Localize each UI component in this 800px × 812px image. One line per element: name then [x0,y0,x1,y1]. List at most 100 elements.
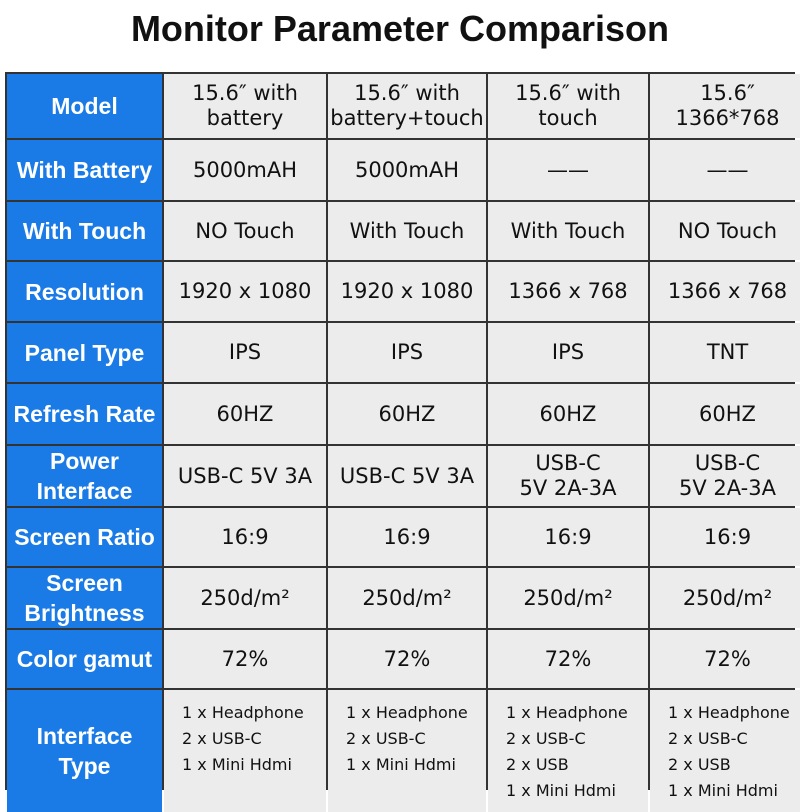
table-cell: 60HZ [164,384,326,444]
table-cell: 72% [328,630,486,688]
cell-line: 1366*768 [675,106,780,130]
table-cell: 15.6″ with touch [488,74,648,138]
cell-line: 1 x Mini Hdmi [506,781,616,800]
table-cell: 16:9 [650,508,800,566]
table-cell: 1366 x 768 [650,262,800,321]
table-cell: 60HZ [328,384,486,444]
cell-line: 1 x Headphone [182,703,304,722]
cell-line: 15.6″ [700,81,755,105]
label-line: Screen Ratio [14,524,155,550]
cell-line: NO Touch [195,218,295,243]
cell-line: 5V 2A-3A [679,476,776,500]
table-cell: 72% [488,630,648,688]
table-cell: TNT [650,323,800,382]
table-cell: 60HZ [650,384,800,444]
cell-line: 15.6″ with [354,81,460,105]
cell-line: 60HZ [539,401,597,426]
cell-line: 72% [221,646,269,671]
cell-line: 2 x USB [668,755,731,774]
cell-line: 250d/m² [200,585,290,610]
comparison-table: Model 15.6″ with battery 15.6″ with battery+… [5,72,800,812]
row-label: Panel Type [7,323,162,382]
table-cell: 16:9 [328,508,486,566]
cell-line: 5000mAH [354,157,460,182]
cell-line: 1920 x 1080 [178,279,312,303]
cell-line: 2 x USB-C [668,729,748,748]
table-cell: NO Touch [650,202,800,260]
table-cell: —— [650,140,800,200]
cell-line: USB-C 5V 3A [177,463,313,488]
cell-line: 250d/m² [523,585,613,610]
table-cell: IPS [488,323,648,382]
label-line: Model [51,93,118,119]
row-label: Power Interface [7,446,162,506]
cell-line: 60HZ [699,401,756,426]
table-cell: 1920 x 1080 [164,262,326,321]
table-cell: 250d/m² [328,568,486,628]
row-label: With Battery [7,140,162,200]
table-cell: 72% [164,630,326,688]
cell-line: 1 x Mini Hdmi [668,781,778,800]
table-cell: 1 x Headphone 2 x USB-C 1 x Mini Hdmi [328,690,486,812]
table-cell: —— [488,140,648,200]
table-cell: 1 x Headphone 2 x USB-C 2 x USB 1 x Mini Hd… [650,690,800,812]
row-label: Refresh Rate [7,384,162,444]
label-line: Type [58,753,111,779]
label-line: Screen [46,570,123,596]
row-label: Interface Type [7,690,162,812]
row-label: With Touch [7,202,162,260]
table-cell: NO Touch [164,202,326,260]
cell-line: 1 x Headphone [668,703,790,722]
table-cell: 60HZ [488,384,648,444]
cell-line: 5000mAH [192,157,298,182]
cell-line: 15.6″ with [515,81,621,105]
table-cell: 5000mAH [328,140,486,200]
cell-line: IPS [390,340,424,364]
cell-line: 1366 x 768 [667,279,788,303]
label-line: Power [49,448,120,474]
label-line: Brightness [24,600,145,626]
table-cell: 1366 x 768 [488,262,648,321]
cell-line: 16:9 [703,524,752,549]
title: Monitor Parameter Comparison [130,8,670,49]
cell-line: 16:9 [544,524,592,549]
cell-line: 1 x Mini Hdmi [346,755,456,774]
cell-line: IPS [551,340,585,364]
row-label: Color gamut [7,630,162,688]
table-cell: IPS [328,323,486,382]
cell-line: 16:9 [383,524,431,549]
row-label: Resolution [7,262,162,321]
table-cell: 1920 x 1080 [328,262,486,321]
cell-line: With Touch [349,218,465,243]
label-line: Panel Type [24,339,145,366]
cell-line: battery [206,106,284,130]
table-cell: 5000mAH [164,140,326,200]
cell-line: 1 x Headphone [506,703,628,722]
table-cell: 250d/m² [650,568,800,628]
cell-line: 250d/m² [362,585,452,610]
table-cell: 250d/m² [488,568,648,628]
table-cell: 1 x Headphone 2 x USB-C 1 x Mini Hdmi [164,690,326,812]
row-label: Screen Ratio [7,508,162,566]
cell-line: USB-C 5V 3A [339,463,475,488]
row-label: Model [7,74,162,138]
table-cell: USB-C 5V 2A-3A [488,446,648,506]
table-cell: 16:9 [488,508,648,566]
cell-line: 15.6″ with [192,81,298,105]
cell-line: TNT [706,340,749,364]
table-cell: IPS [164,323,326,382]
row-label: Screen Brightness [7,568,162,628]
cell-line: USB-C [694,451,761,475]
table-cell: 72% [650,630,800,688]
cell-line: USB-C [535,451,601,475]
table-cell: 15.6″ with battery [164,74,326,138]
cell-line: With Touch [510,218,626,243]
table-cell: USB-C 5V 3A [328,446,486,506]
cell-line: 72% [383,646,431,671]
table-cell: USB-C 5V 2A-3A [650,446,800,506]
cell-line: 72% [704,646,751,671]
label-line: Refresh Rate [13,401,156,427]
cell-line: 2 x USB [506,755,569,774]
table-cell: With Touch [328,202,486,260]
